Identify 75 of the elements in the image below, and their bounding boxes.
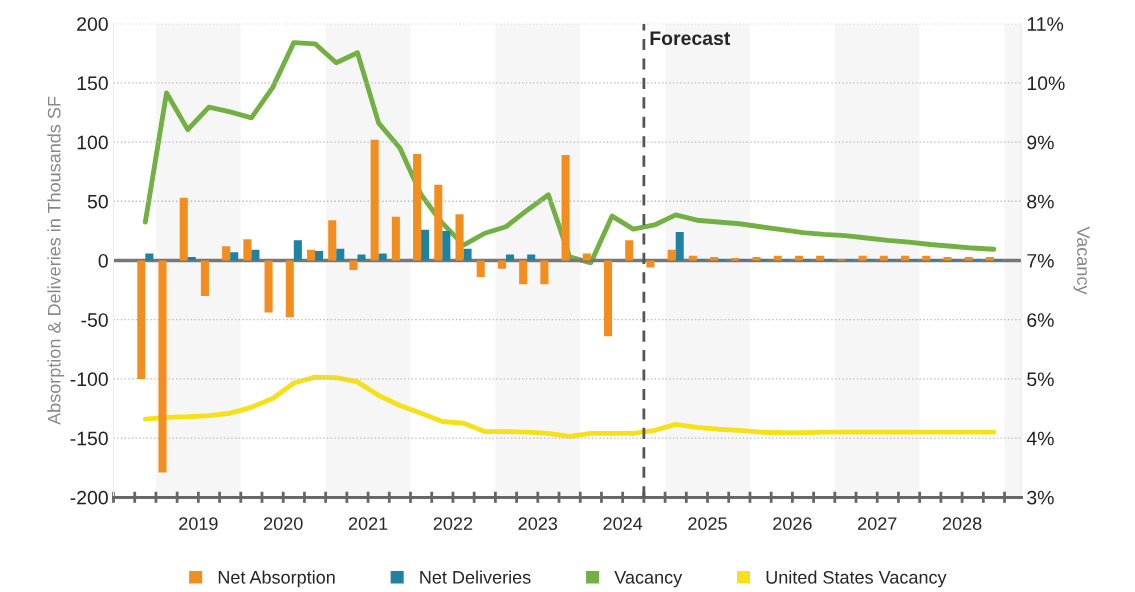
y-tick-label: -150 [70, 431, 108, 446]
y2-tick-label: 6% [1027, 313, 1054, 327]
bar [158, 260, 167, 473]
y-tick-label: -100 [70, 372, 108, 387]
y2-axis-title: Vacancy [1073, 226, 1090, 295]
y2-tick-label: 5% [1027, 372, 1054, 387]
bar [540, 260, 549, 285]
y2-tick-label: 4% [1026, 431, 1054, 446]
y2-tick-label: 9% [1027, 135, 1054, 150]
y2-tick-label: 3% [1027, 490, 1054, 505]
bar [145, 253, 154, 261]
legend-label: Net Absorption [218, 570, 335, 588]
bar [179, 197, 188, 261]
bar [463, 248, 472, 261]
legend-label: United States Vacancy [766, 570, 947, 588]
x-tick-label: 2019 [179, 517, 218, 530]
bar [434, 184, 443, 261]
bar [328, 220, 337, 261]
x-tick-label: 2022 [433, 517, 473, 530]
bar [349, 260, 358, 270]
bar [519, 260, 528, 285]
legend-label: Net Deliveries [420, 570, 531, 584]
bar [497, 260, 506, 269]
bar [230, 252, 239, 261]
y-tick-label: 100 [77, 135, 108, 150]
bar [752, 256, 761, 261]
bar [357, 254, 366, 261]
bar [582, 253, 591, 261]
bar [293, 240, 302, 261]
y-tick-label: 50 [87, 194, 108, 209]
bar [137, 260, 146, 379]
x-tick-label: 2028 [942, 517, 982, 530]
y-tick-label: 200 [77, 17, 108, 31]
y-tick-label: -200 [70, 490, 108, 505]
bar [285, 260, 294, 318]
bar [442, 230, 451, 261]
x-tick-label: 2020 [264, 517, 303, 530]
bar [378, 253, 387, 261]
x-tick-label: 2026 [773, 517, 812, 530]
bar [413, 153, 422, 261]
x-tick-label: 2023 [518, 517, 558, 530]
bar [625, 240, 634, 261]
x-tick-label: 2025 [688, 517, 727, 530]
bar [222, 246, 231, 261]
legend-label: Vacancy [614, 571, 683, 588]
bar [667, 249, 676, 261]
bar [421, 229, 430, 261]
bar [646, 260, 655, 268]
bar [243, 239, 252, 261]
bar [336, 248, 345, 261]
bar [200, 260, 209, 296]
bar [455, 214, 464, 261]
y2-tick-label: 7% [1027, 254, 1054, 268]
y2-tick-label: 8% [1027, 194, 1054, 209]
bar [251, 249, 260, 261]
bar [370, 139, 379, 261]
bar [391, 216, 400, 261]
y-tick-label: -50 [81, 313, 108, 327]
line-series [142, 374, 997, 439]
bar [675, 232, 684, 261]
x-tick-label: 2021 [348, 517, 388, 530]
x-tick-label: 2024 [603, 517, 643, 530]
x-tick-label: 2027 [858, 517, 897, 530]
y-tick-label: 150 [77, 76, 108, 91]
bar [603, 260, 613, 337]
y-axis-title: Absorption & Deliveries in Thousands SF [47, 96, 65, 425]
y2-tick-label: 11% [1027, 17, 1064, 31]
ref-line-label: Forecast [650, 31, 731, 46]
y2-tick-label: 10% [1027, 76, 1065, 91]
bar [476, 260, 485, 278]
y-tick-label: 0 [98, 253, 108, 268]
bar [315, 251, 324, 261]
bar [264, 260, 273, 313]
bar [561, 155, 570, 261]
bar [306, 249, 316, 261]
